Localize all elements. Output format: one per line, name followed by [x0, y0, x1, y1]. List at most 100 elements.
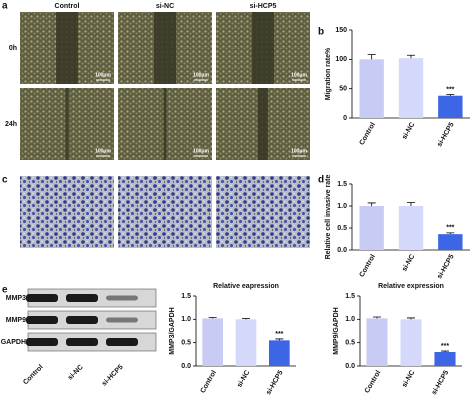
y-axis-label: Migration rate%: [325, 47, 332, 100]
x-tick-label: si-NC: [401, 121, 416, 140]
bar: [398, 58, 424, 118]
x-tick-label: si-HCP5: [265, 369, 285, 396]
panel-label: c: [2, 175, 8, 186]
y-tick-label: 0.0: [337, 247, 347, 254]
x-tick-label: si-HCP5: [436, 121, 456, 148]
bar: [269, 340, 290, 366]
bar: [438, 234, 463, 250]
scale-bar-label: 100μm: [291, 72, 307, 78]
error-bar: [407, 202, 415, 206]
bar: [400, 319, 422, 366]
bar: [235, 319, 257, 366]
scale-bar-label: 100μm: [95, 72, 111, 78]
significance: ***: [275, 331, 283, 338]
x-tick-label: Control: [364, 369, 383, 394]
scale-bar-label: 100μm: [95, 148, 111, 154]
wound-gap: [56, 12, 78, 84]
x-tick-label: si-NC: [401, 253, 416, 272]
row-label: 0h: [9, 45, 17, 52]
column-label: Control: [55, 3, 80, 10]
wound-gap: [258, 88, 268, 160]
invasion-image: [216, 176, 310, 248]
bar: [359, 59, 384, 118]
wound-gap: [163, 88, 167, 160]
lane-label: Control: [22, 364, 45, 387]
scale-bar-label: 100μm: [291, 148, 307, 154]
column-label: si-HCP5: [250, 3, 277, 10]
band: [106, 295, 138, 301]
y-tick-label: 0: [343, 115, 347, 122]
band-label: GAPDH: [1, 339, 26, 346]
bar: [398, 206, 424, 250]
band-label: MMP9: [6, 317, 26, 324]
y-tick-label: 100: [335, 56, 347, 63]
y-tick-label: 1.5: [345, 293, 355, 300]
y-tick-label: 0.0: [345, 363, 355, 370]
error-bar: [367, 54, 376, 60]
band: [66, 294, 98, 302]
invasion-image: [20, 176, 114, 248]
band: [26, 316, 58, 324]
error-bar: [407, 54, 415, 59]
western-blot: [26, 288, 157, 352]
band: [26, 338, 58, 346]
error-bar: [441, 350, 449, 352]
x-tick-label: Control: [358, 121, 377, 146]
y-tick-label: 0.5: [181, 340, 191, 347]
significance: ***: [441, 343, 449, 350]
x-tick-label: si-HCP5: [431, 369, 451, 396]
scale-bar-label: 100μm: [193, 148, 209, 154]
error-bar: [242, 318, 250, 320]
bar: [366, 318, 388, 366]
image-panels: 100μm 100μm 100μm 100μm 100μm 100μm: [20, 12, 310, 248]
bar: [438, 95, 463, 118]
y-tick-label: 1.5: [337, 181, 347, 188]
error-bar: [446, 94, 455, 96]
x-tick-label: si-NC: [401, 369, 416, 388]
panel-label: a: [2, 1, 8, 12]
band: [106, 338, 138, 346]
wound-gap: [65, 88, 69, 160]
wound-gap: [154, 12, 176, 84]
y-tick-label: 1.0: [337, 203, 347, 210]
y-tick-label: 150: [335, 27, 347, 34]
bar: [359, 206, 384, 250]
x-tick-label: si-HCP5: [436, 253, 456, 280]
error-bar: [367, 202, 376, 206]
column-label: si-NC: [156, 3, 174, 10]
chart-title: Relative expression: [378, 283, 444, 290]
y-axis-label: Relative cell invasive rate: [325, 174, 332, 259]
significance: ***: [446, 225, 454, 232]
y-axis-label: MMP9/GAPDH: [333, 307, 340, 354]
chart-title: Relative eapression: [213, 283, 279, 290]
x-tick-label: si-NC: [236, 369, 251, 388]
bar: [434, 352, 456, 366]
band-label: MMP3: [6, 295, 26, 302]
band: [66, 316, 98, 324]
wound-gap: [252, 12, 274, 84]
band: [26, 294, 58, 302]
scale-bar-label: 100μm: [193, 72, 209, 78]
y-tick-label: 50: [339, 86, 347, 93]
error-bar: [275, 338, 284, 341]
error-bar: [446, 232, 455, 235]
y-axis-label: MMP3/GAPDH: [169, 307, 176, 354]
y-tick-label: 1.5: [181, 293, 191, 300]
band: [106, 317, 138, 323]
lane-label: si-HCP5: [101, 364, 125, 388]
panel-label: d: [318, 175, 324, 186]
error-bar: [407, 317, 415, 320]
panel-label: b: [318, 27, 324, 38]
y-tick-label: 1.0: [345, 316, 355, 323]
band: [66, 338, 98, 346]
y-tick-label: 1.0: [181, 316, 191, 323]
y-tick-label: 0.5: [345, 340, 355, 347]
y-tick-label: 0.0: [181, 363, 191, 370]
panel-label: e: [2, 285, 8, 296]
error-bar: [208, 317, 217, 319]
y-tick-label: 0.5: [337, 225, 347, 232]
x-tick-label: Control: [358, 253, 377, 278]
x-tick-label: Control: [199, 369, 218, 394]
